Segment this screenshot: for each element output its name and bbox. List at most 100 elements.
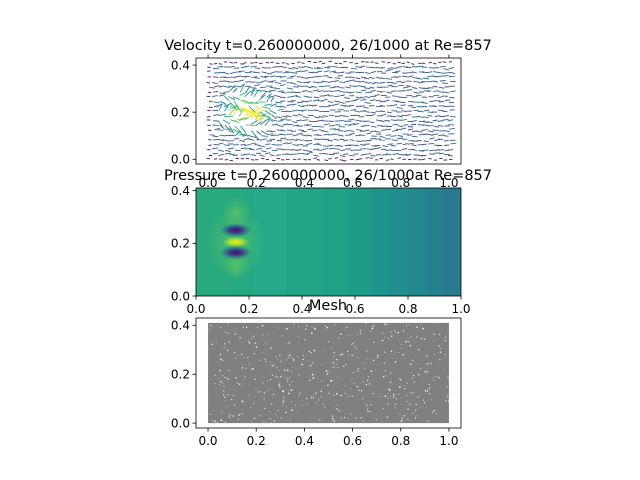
mesh-gap — [382, 408, 384, 410]
velocity-arrow — [313, 154, 319, 157]
velocity-arrow — [207, 148, 211, 151]
velocity-arrow — [390, 158, 394, 161]
mesh-xtick-label: 0.8 — [391, 434, 410, 448]
mesh-gap — [211, 420, 214, 422]
velocity-arrow — [285, 63, 290, 65]
velocity-arrow — [444, 99, 451, 101]
velocity-arrow — [432, 80, 438, 83]
pressure-band — [442, 188, 461, 296]
velocity-arrow — [213, 62, 218, 65]
mesh-gap — [372, 359, 375, 362]
mesh-gap — [243, 379, 244, 381]
velocity-arrow — [411, 130, 418, 132]
mesh-gap — [383, 362, 385, 364]
mesh-gap — [425, 364, 426, 365]
mesh-gap — [437, 376, 440, 379]
velocity-arrow — [407, 75, 414, 78]
mesh-gap — [282, 390, 284, 393]
mesh-gap — [400, 347, 402, 349]
mesh-gap — [447, 376, 449, 378]
velocity-xtick-label: 1.0 — [439, 176, 458, 190]
mesh-gap — [221, 411, 223, 413]
mesh-gap — [230, 414, 232, 416]
mesh-gap — [394, 403, 396, 405]
mesh-gap — [351, 344, 353, 346]
velocity-arrow — [313, 116, 320, 119]
velocity-arrow — [353, 98, 359, 101]
mesh-gap — [446, 386, 448, 388]
velocity-arrow — [255, 105, 266, 112]
mesh-gap — [280, 376, 282, 378]
velocity-arrow — [322, 148, 329, 150]
velocity-arrow — [306, 134, 313, 137]
velocity-arrow — [306, 150, 313, 153]
mesh-gap — [222, 359, 224, 362]
mesh-gap — [333, 394, 335, 396]
mesh-gap — [399, 378, 402, 381]
mesh-gap — [254, 342, 257, 345]
mesh-gap — [252, 403, 254, 405]
velocity-arrow — [298, 104, 305, 108]
velocity-arrow — [428, 149, 435, 152]
velocity-arrow — [270, 103, 277, 107]
mesh-gap — [389, 374, 391, 376]
velocity-arrow — [218, 138, 224, 142]
velocity-arrow — [317, 81, 324, 84]
velocity-arrow — [438, 125, 444, 127]
velocity-arrow — [407, 104, 414, 107]
velocity-arrow — [217, 129, 224, 131]
velocity-arrow — [260, 76, 267, 79]
velocity-xtick-label: 0.4 — [295, 176, 314, 190]
velocity-arrow — [238, 106, 250, 115]
mesh-gap — [301, 400, 303, 402]
velocity-arrow — [442, 61, 447, 63]
velocity-arrow — [407, 142, 414, 145]
mesh-xtick-label: 1.0 — [439, 434, 458, 448]
mesh-gap — [444, 339, 446, 342]
velocity-arrow — [244, 143, 251, 147]
mesh-gap — [406, 382, 408, 384]
velocity-arrow — [291, 82, 297, 85]
velocity-arrow — [282, 142, 288, 145]
mesh-gap — [310, 332, 313, 334]
mesh-gap — [275, 356, 277, 358]
velocity-arrow — [413, 80, 420, 83]
mesh-gap — [432, 411, 434, 414]
velocity-arrow — [387, 61, 391, 64]
velocity-arrow — [444, 144, 450, 146]
mesh-gap — [386, 393, 388, 394]
velocity-arrow — [338, 87, 345, 89]
mesh-gap — [283, 396, 285, 399]
velocity-arrow — [390, 104, 398, 107]
mesh-gap — [340, 417, 342, 419]
mesh-gap — [410, 344, 412, 346]
mesh-gap — [409, 336, 411, 338]
velocity-arrow — [316, 66, 324, 70]
velocity-arrow — [213, 90, 219, 93]
velocity-arrow — [298, 129, 305, 132]
velocity-arrow — [297, 85, 304, 87]
mesh-gap — [273, 364, 275, 367]
velocity-arrow — [256, 130, 262, 135]
mesh-gap — [334, 324, 336, 326]
velocity-arrow — [234, 117, 246, 121]
velocity-arrow — [344, 123, 352, 127]
velocity-arrow — [223, 144, 230, 147]
pressure-chart: 0.0 0.2 0.4 0.6 0.8 1.0 0.0 0.2 0.4 Pressure t=0… — [164, 168, 492, 316]
velocity-arrow — [208, 129, 212, 132]
mesh-gap — [219, 326, 222, 329]
velocity-arrow — [302, 152, 309, 156]
velocity-arrow — [390, 135, 397, 137]
mesh-gap — [428, 393, 431, 395]
velocity-arrow — [449, 71, 456, 74]
mesh-gap — [347, 395, 349, 397]
velocity-arrow — [324, 94, 330, 97]
velocity-arrow — [250, 154, 257, 156]
mesh-gap — [357, 356, 359, 358]
velocity-arrow — [397, 125, 404, 128]
mesh-gap — [269, 417, 272, 420]
velocity-arrow — [339, 81, 346, 84]
mesh-gap — [335, 363, 337, 365]
velocity-arrow — [261, 71, 267, 74]
